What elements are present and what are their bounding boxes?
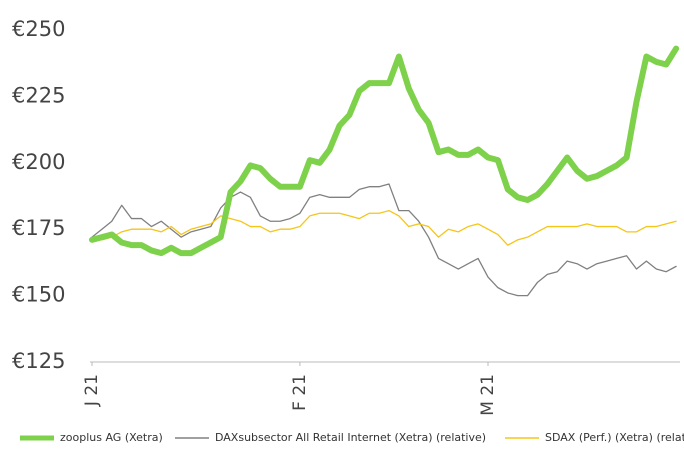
legend-label: DAXsubsector All Retail Internet (Xetra)… [215,431,486,444]
series-line [91,209,677,246]
legend-label: SDAX (Perf.) (Xetra) (relative) [545,431,684,444]
x-tick-label: F 21 [290,374,310,411]
y-tick-label: €175 [12,216,65,240]
y-tick-label: €250 [12,17,65,41]
y-tick-label: €225 [12,83,65,107]
x-tick-label: M 21 [478,374,498,416]
y-tick-label: €125 [12,349,65,373]
series-line [89,45,680,257]
x-tick-label: J 21 [82,374,102,407]
series-line [91,183,677,297]
legend-label: zooplus AG (Xetra) [60,431,163,444]
y-tick-label: €150 [12,283,65,307]
y-tick-label: €200 [12,150,65,174]
